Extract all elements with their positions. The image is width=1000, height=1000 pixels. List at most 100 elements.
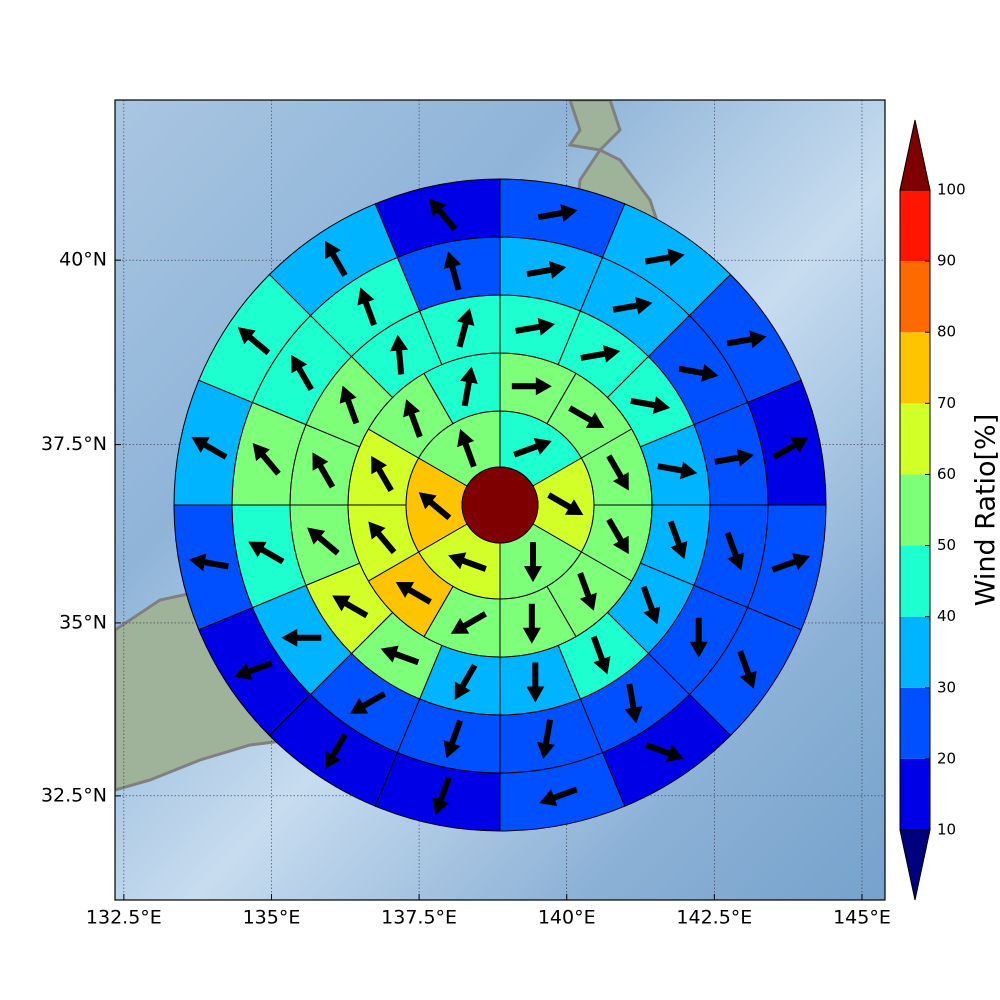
wind-arrow xyxy=(537,719,555,760)
wind-arrow xyxy=(630,396,671,414)
wind-arrow xyxy=(332,595,369,619)
colorbar-tick-label: 90 xyxy=(937,252,956,270)
colorbar-tick-label: 50 xyxy=(937,536,956,554)
wind-arrow xyxy=(689,617,708,658)
wind-arrow xyxy=(380,645,420,666)
colorbar-label: Wind Ratio[%] xyxy=(971,414,1000,606)
colorbar-bin xyxy=(900,758,930,830)
wind-arrow xyxy=(312,452,336,489)
wind-arrow xyxy=(539,786,578,807)
wind-arrow xyxy=(429,198,458,231)
wind-arrow xyxy=(657,461,698,480)
wind-arrow xyxy=(624,683,643,724)
wind-arrow xyxy=(515,317,556,336)
colorbar-tick-label: 20 xyxy=(937,749,956,767)
center-disc xyxy=(461,466,539,544)
colorbar-over xyxy=(899,119,931,191)
y-tick-label: 35°N xyxy=(59,611,107,633)
wind-arrow xyxy=(606,518,629,555)
wind-arrow xyxy=(349,691,387,714)
colorbar-bin xyxy=(900,545,930,617)
wind-arrow xyxy=(513,438,552,458)
wind-arrow xyxy=(678,364,719,382)
map-area xyxy=(115,100,885,900)
x-tick-label: 145°E xyxy=(833,907,891,929)
colorbar-under xyxy=(899,829,931,901)
y-tick-label: 40°N xyxy=(59,249,107,271)
wind-arrow xyxy=(368,521,397,555)
wind-arrow xyxy=(537,204,578,222)
wind-arrow xyxy=(737,650,757,689)
wind-arrow xyxy=(454,663,478,700)
wind-arrow xyxy=(324,733,348,770)
wind-arrow xyxy=(307,527,340,556)
wind-arrow xyxy=(612,296,653,315)
colorbar-bin xyxy=(900,261,930,333)
map-frame xyxy=(114,99,886,901)
wind-arrow xyxy=(443,251,462,291)
wind-arrow xyxy=(403,399,423,438)
wind-arrow xyxy=(191,437,228,460)
wind-arrow xyxy=(324,240,348,277)
colorbar-bin xyxy=(900,332,930,404)
wind-arrow xyxy=(443,719,464,759)
colorbar-bin xyxy=(900,616,930,688)
wind-arrow xyxy=(450,611,487,634)
colorbar-bin xyxy=(900,474,930,546)
wind-arrow xyxy=(457,429,477,468)
wind-arrow xyxy=(524,542,542,583)
wind-arrow xyxy=(606,454,629,491)
wind-arrow xyxy=(189,553,229,572)
x-tick-label: 140°E xyxy=(538,907,596,929)
colorbar-tick-label: 100 xyxy=(937,181,966,199)
wind-arrow xyxy=(580,344,621,363)
wind-arrow xyxy=(644,248,685,267)
y-tick-label: 37.5°N xyxy=(41,433,107,455)
wind-arrow xyxy=(772,437,809,460)
wind-arrow xyxy=(281,628,322,647)
wind-arrow xyxy=(511,377,552,396)
wind-arrow xyxy=(234,660,273,680)
wind-arrow xyxy=(252,443,281,476)
wind-arrow xyxy=(568,405,605,429)
y-tick-label: 32.5°N xyxy=(41,784,107,806)
colorbar-frame xyxy=(899,189,931,831)
wind-arrow xyxy=(418,492,452,521)
wind-arrow xyxy=(339,385,360,425)
wind-arrow xyxy=(771,553,811,573)
wind-arrow xyxy=(291,354,314,392)
wind-arrow xyxy=(371,455,394,492)
wind-arrow xyxy=(522,603,541,644)
wind-arrow xyxy=(667,520,688,560)
colorbar-tick-label: 60 xyxy=(937,465,956,483)
x-tick-label: 142.5°E xyxy=(676,907,752,929)
wind-arrow xyxy=(248,541,285,565)
x-tick-label: 132.5°E xyxy=(86,907,162,929)
wind-arrow xyxy=(590,635,611,675)
wind-arrow xyxy=(237,327,271,356)
wind-arrow xyxy=(357,287,377,327)
wind-arrow xyxy=(395,581,432,605)
wind-arrow xyxy=(526,261,567,279)
colorbar-tick-label: 40 xyxy=(937,607,956,625)
x-tick-label: 137.5°E xyxy=(381,907,457,929)
wind-arrow xyxy=(448,552,487,572)
wind-arrow xyxy=(645,742,684,762)
wind-arrow xyxy=(456,308,475,348)
wind-arrow xyxy=(714,448,755,467)
colorbar-bin xyxy=(900,687,930,759)
wind-arrow xyxy=(390,334,409,375)
wind-arrow xyxy=(432,776,452,816)
x-tick-label: 135°E xyxy=(243,907,301,929)
colorbar-tick-label: 30 xyxy=(937,678,956,696)
wind-arrow xyxy=(640,585,661,625)
colorbar-bin xyxy=(900,403,930,475)
wind-arrow xyxy=(726,330,767,349)
wind-arrow xyxy=(724,531,745,571)
colorbar-tick-label: 10 xyxy=(937,821,956,839)
colorbar-tick-label: 80 xyxy=(937,323,956,341)
colorbar-tick-label: 70 xyxy=(937,394,956,412)
sector xyxy=(374,178,501,259)
wind-arrow xyxy=(526,662,545,703)
